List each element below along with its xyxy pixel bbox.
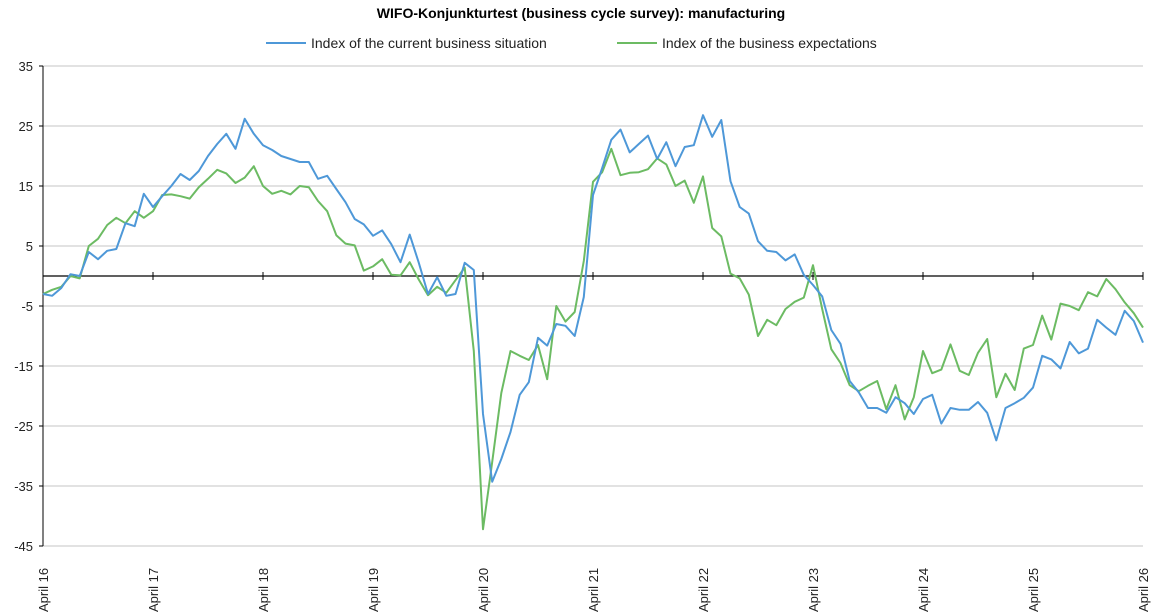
legend-label-current: Index of the current business situation (311, 35, 547, 51)
y-axis: 35 25 15 5 -5 -15 -25 -35 -45 (14, 59, 44, 554)
y-tick-label: -35 (14, 479, 33, 494)
x-tick-label: April 20 (476, 568, 491, 612)
legend-label-expectations: Index of the business expectations (662, 35, 877, 51)
x-tick-label: April 26 (1136, 568, 1151, 612)
x-tick-label: April 22 (696, 568, 711, 612)
chart-title: WIFO-Konjunkturtest (business cycle surv… (377, 5, 785, 21)
legend: Index of the current business situation … (266, 35, 877, 51)
gridlines (43, 65, 1143, 547)
y-tick-label: 15 (19, 179, 33, 194)
x-tick-label: April 18 (256, 568, 271, 612)
x-axis: April 16 April 17 April 18 April 19 April 20… (36, 272, 1151, 612)
y-tick-label: -45 (14, 539, 33, 554)
y-tick-label: 25 (19, 119, 33, 134)
x-tick-label: April 21 (586, 568, 601, 612)
x-tick-label: April 16 (36, 568, 51, 612)
y-tick-label: -15 (14, 359, 33, 374)
x-tick-label: April 23 (806, 568, 821, 612)
y-tick-label: -5 (21, 299, 33, 314)
y-tick-label: 5 (26, 239, 33, 254)
series-lines (42, 114, 1144, 531)
y-tick-label: -25 (14, 419, 33, 434)
x-tick-label: April 19 (366, 568, 381, 612)
x-tick-label: April 17 (146, 568, 161, 612)
series-line-expectations (42, 147, 1144, 531)
x-tick-label: April 25 (1026, 568, 1041, 612)
y-tick-label: 35 (19, 59, 33, 74)
x-tick-label: April 24 (916, 568, 931, 612)
series-line-current-situation (42, 114, 1144, 483)
